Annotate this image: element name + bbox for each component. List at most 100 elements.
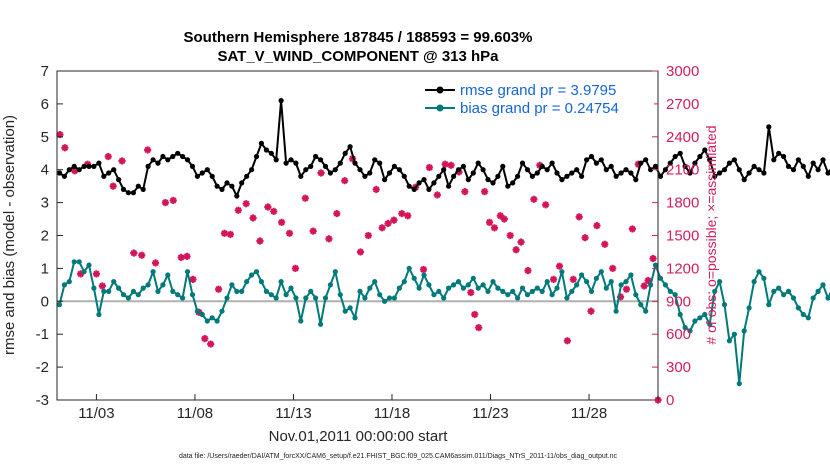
obs-count-marker [285, 229, 294, 237]
bias-data-point [140, 285, 146, 291]
rmse-data-point [180, 153, 186, 160]
rmse-data-point [795, 157, 802, 163]
bias-data-point [657, 275, 664, 281]
rmse-data-point [160, 153, 166, 160]
bias-data-point [726, 338, 733, 344]
bias-data-point [451, 282, 457, 288]
obs-count-marker [256, 237, 264, 245]
bias-data-point [736, 381, 742, 387]
bias-data-point [692, 318, 698, 324]
bias-data-point [66, 279, 72, 285]
bias-data-point [234, 288, 240, 294]
bias-data-point [308, 288, 314, 294]
rmse-data-point [746, 170, 752, 176]
rmse-data-point [712, 173, 718, 179]
obs-count-marker [512, 246, 520, 254]
bias-data-point [500, 288, 506, 294]
bias-data-point [820, 282, 826, 288]
bias-data-point [249, 272, 255, 278]
bias-data-point [391, 295, 397, 301]
bias-data-point [490, 279, 496, 285]
bias-data-point [180, 295, 186, 301]
obs-count-marker [390, 216, 398, 224]
bias-data-point [446, 285, 452, 291]
rmse-data-point [219, 186, 225, 192]
obs-count-marker [563, 337, 571, 345]
bias-data-point [559, 269, 565, 275]
rmse-data-point [81, 163, 87, 169]
rmse-data-point [239, 180, 245, 186]
rmse-data-point [657, 173, 664, 179]
obs-count-marker [628, 225, 636, 233]
obs-count-marker [500, 215, 508, 223]
rmse-data-point [352, 160, 358, 166]
rmse-data-point [505, 183, 511, 189]
bias-data-point [322, 295, 329, 301]
obs-count-marker [234, 206, 242, 214]
rmse-data-point [436, 173, 442, 179]
obs-count-marker [461, 188, 469, 196]
obs-count-marker [333, 209, 341, 218]
bias-data-point [209, 315, 215, 321]
obs-count-marker [207, 340, 215, 348]
rmse-data-point [465, 177, 471, 183]
bias-data-point [61, 282, 67, 288]
rmse-data-point [377, 160, 383, 166]
bias-data-point [194, 308, 200, 314]
bias-data-point [372, 279, 378, 285]
bias-data-point [377, 292, 383, 298]
rmse-data-point [199, 170, 205, 176]
obs-count-marker [569, 275, 577, 283]
bias-data-point [406, 265, 412, 271]
y-right-tick-label: 900 [666, 293, 691, 310]
bias-data-point [800, 311, 806, 318]
bias-data-point [529, 288, 536, 294]
obs-count-marker [214, 285, 223, 293]
y-right-tick-label: 1800 [666, 195, 699, 212]
obs-count-marker [301, 194, 309, 202]
bias-data-point [667, 288, 673, 294]
obs-count-marker [169, 196, 177, 205]
rmse-data-point [707, 157, 713, 163]
rmse-data-point [598, 157, 604, 163]
x-tick-label: 11/18 [374, 405, 410, 422]
rmse-data-point [327, 170, 333, 176]
legend-rmse-marker [436, 86, 444, 94]
obs-count-marker [177, 253, 185, 262]
bias-data-point [721, 302, 728, 308]
rmse-data-point [628, 170, 634, 176]
obs-count-marker [270, 207, 278, 215]
bias-data-point [155, 288, 161, 294]
rmse-data-point [288, 157, 294, 163]
obs-count-marker [433, 191, 441, 199]
obs-count-marker [601, 240, 609, 248]
bias-data-point [810, 295, 816, 301]
obs-count-marker [61, 144, 69, 152]
rmse-data-point [298, 173, 304, 179]
bias-data-point [125, 295, 131, 301]
obs-count-marker [98, 282, 106, 290]
obs-count-marker [378, 224, 386, 232]
bias-data-point [411, 275, 417, 281]
rmse-data-point [672, 153, 678, 160]
obs-count-marker [291, 264, 300, 272]
rmse-data-point [564, 173, 570, 179]
y-right-tick-label: 1500 [666, 228, 699, 245]
y-right-tick-label: 2100 [666, 162, 699, 179]
rmse-data-point [559, 177, 565, 183]
bias-data-point [416, 285, 422, 291]
rmse-data-point [790, 167, 797, 173]
rmse-data-point [411, 186, 417, 192]
y-right-tick-label: 300 [666, 359, 691, 376]
obs-count-marker [264, 203, 272, 211]
bias-data-point [263, 288, 269, 294]
rmse-data-point [751, 163, 757, 169]
rmse-data-point [475, 160, 481, 166]
bias-data-point [303, 295, 309, 301]
rmse-data-point [401, 173, 407, 179]
rmse-data-point [648, 167, 654, 173]
rmse-data-point [386, 170, 393, 176]
data-file-footnote: data file: /Users/raeder/DAI/ATM_forcXX/… [179, 453, 618, 460]
rmse-data-point [278, 98, 284, 104]
rmse-data-point [347, 144, 353, 150]
